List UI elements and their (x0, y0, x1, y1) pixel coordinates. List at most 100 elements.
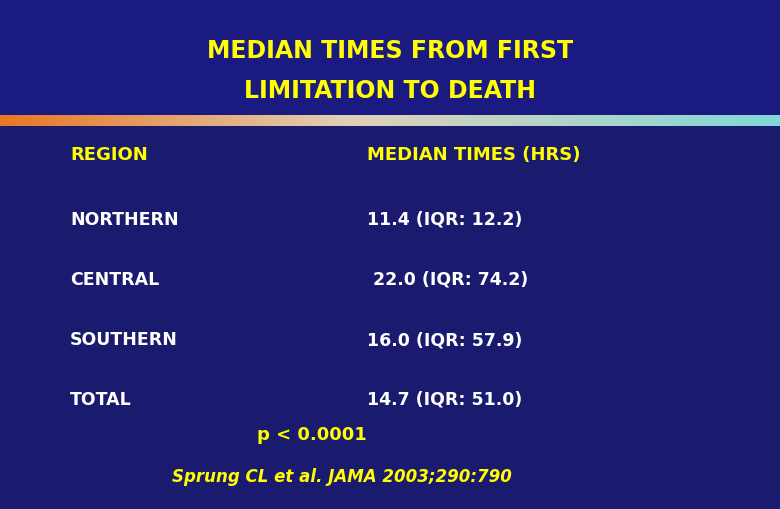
Bar (343, 116, 346, 127)
Bar (88, 116, 92, 127)
Bar (325, 116, 328, 127)
Bar (112, 116, 115, 127)
Bar (398, 116, 401, 127)
Bar (762, 116, 765, 127)
Bar (731, 116, 734, 127)
Bar (70, 116, 73, 127)
Bar (749, 116, 752, 127)
Bar (197, 116, 201, 127)
Bar (213, 116, 217, 127)
Bar (328, 116, 331, 127)
Bar (47, 116, 50, 127)
Bar (447, 116, 451, 127)
Bar (55, 116, 58, 127)
Bar (13, 116, 16, 127)
Bar (185, 116, 188, 127)
Text: LIMITATION TO DEATH: LIMITATION TO DEATH (244, 78, 536, 103)
Bar (575, 116, 578, 127)
Bar (203, 116, 206, 127)
Text: 16.0 (IQR: 57.9): 16.0 (IQR: 57.9) (367, 330, 522, 349)
Bar (369, 116, 373, 127)
Bar (107, 116, 110, 127)
Bar (626, 116, 630, 127)
Bar (632, 116, 635, 127)
Bar (478, 116, 482, 127)
Bar (629, 116, 633, 127)
Bar (252, 116, 256, 127)
Bar (548, 116, 552, 127)
Bar (260, 116, 264, 127)
Bar (616, 116, 619, 127)
Bar (115, 116, 118, 127)
Bar (502, 116, 505, 127)
Bar (10, 116, 14, 127)
Bar (567, 116, 570, 127)
Bar (96, 116, 100, 127)
Bar (606, 116, 609, 127)
Bar (242, 116, 245, 127)
Bar (642, 116, 646, 127)
Bar (692, 116, 695, 127)
Bar (94, 116, 97, 127)
Bar (622, 116, 625, 127)
Bar (772, 116, 775, 127)
Bar (569, 116, 573, 127)
Bar (554, 116, 557, 127)
Bar (743, 116, 747, 127)
Bar (291, 116, 295, 127)
Bar (437, 116, 440, 127)
Bar (364, 116, 367, 127)
Bar (736, 116, 739, 127)
Bar (101, 116, 105, 127)
Bar (174, 116, 178, 127)
Bar (239, 116, 243, 127)
Bar (577, 116, 580, 127)
Bar (580, 116, 583, 127)
Bar (528, 116, 531, 127)
Bar (751, 116, 755, 127)
Bar (86, 116, 89, 127)
Bar (353, 116, 357, 127)
Bar (400, 116, 404, 127)
Bar (60, 116, 63, 127)
Bar (658, 116, 661, 127)
Bar (590, 116, 594, 127)
Bar (655, 116, 658, 127)
Bar (208, 116, 211, 127)
Bar (380, 116, 383, 127)
Bar (151, 116, 154, 127)
Bar (546, 116, 549, 127)
Bar (361, 116, 365, 127)
Bar (333, 116, 336, 127)
Bar (244, 116, 248, 127)
Bar (62, 116, 66, 127)
Bar (525, 116, 529, 127)
Bar (187, 116, 190, 127)
Bar (76, 116, 79, 127)
Bar (317, 116, 321, 127)
Bar (156, 116, 159, 127)
Bar (710, 116, 713, 127)
Bar (0, 116, 3, 127)
Bar (676, 116, 679, 127)
Text: Sprung CL et al. JAMA 2003;290:790: Sprung CL et al. JAMA 2003;290:790 (172, 467, 512, 485)
Bar (250, 116, 253, 127)
Bar (671, 116, 674, 127)
Bar (707, 116, 711, 127)
Bar (439, 116, 443, 127)
Bar (359, 116, 362, 127)
Bar (530, 116, 534, 127)
Bar (99, 116, 102, 127)
Bar (374, 116, 378, 127)
Bar (195, 116, 198, 127)
Bar (450, 116, 453, 127)
Bar (640, 116, 643, 127)
Bar (41, 116, 45, 127)
Bar (232, 116, 235, 127)
Bar (564, 116, 568, 127)
Bar (299, 116, 303, 127)
Bar (624, 116, 627, 127)
Bar (614, 116, 617, 127)
Bar (2, 116, 6, 127)
Bar (413, 116, 417, 127)
